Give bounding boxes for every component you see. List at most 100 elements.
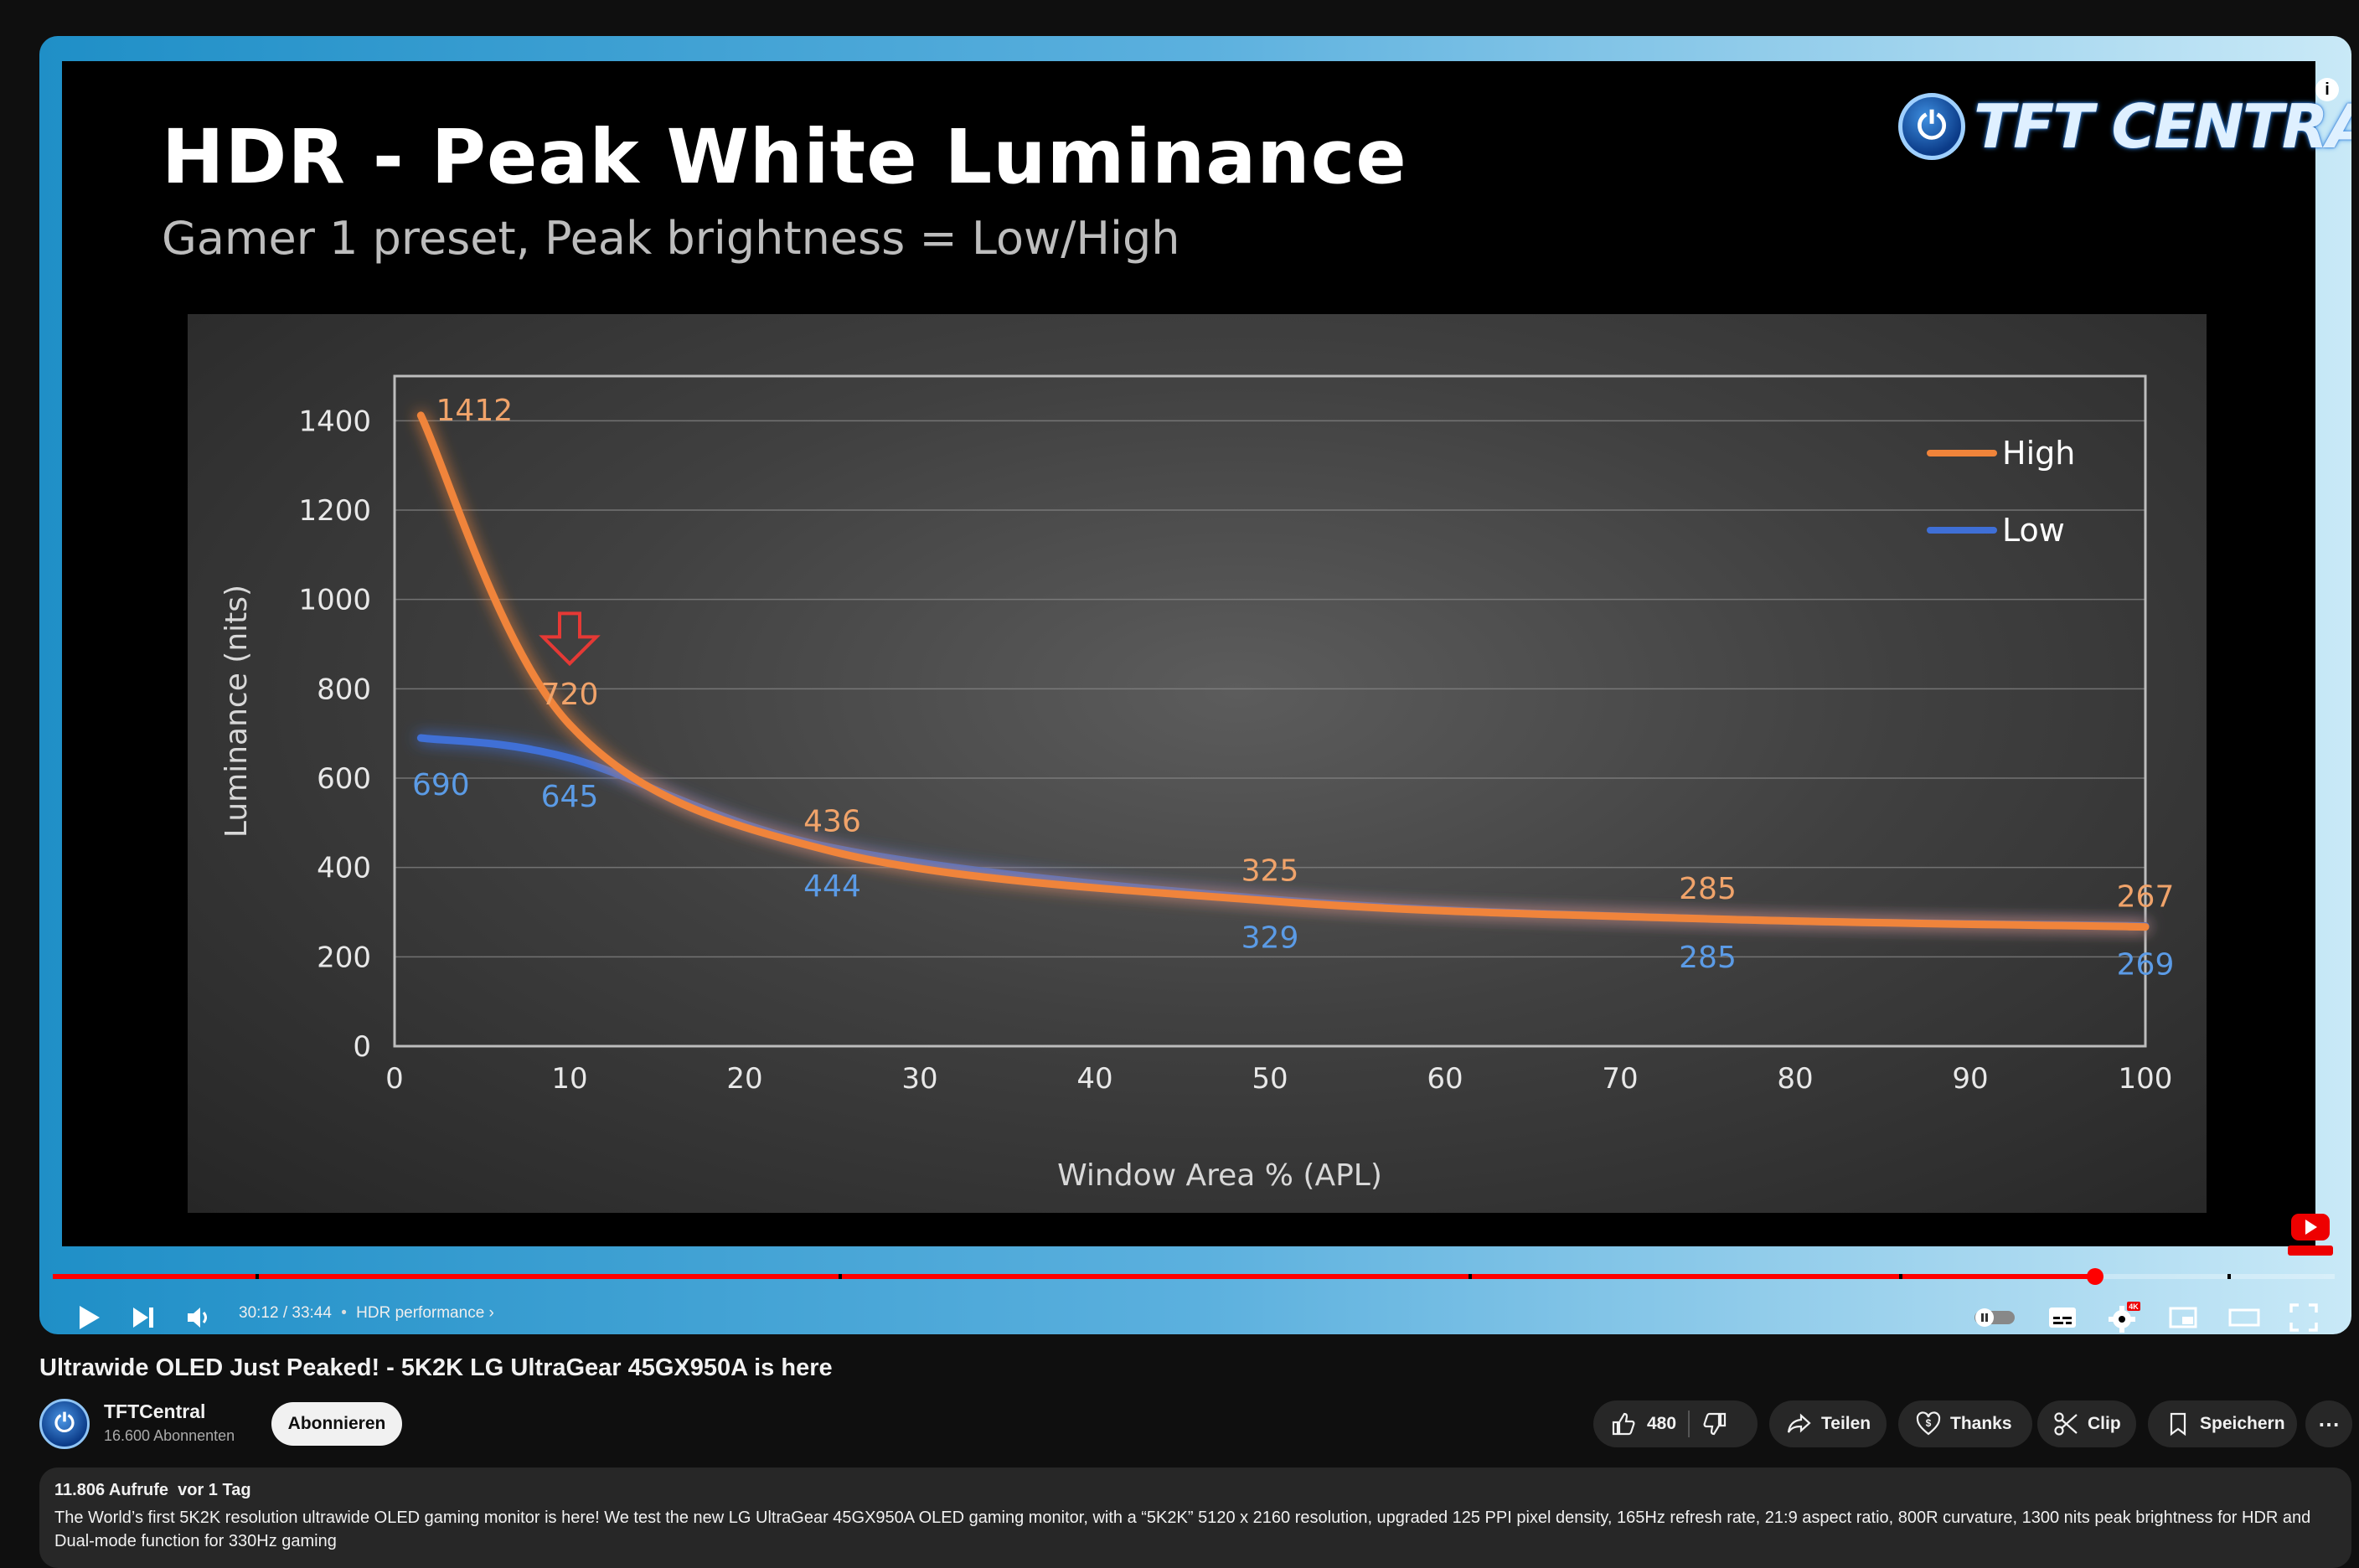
autoplay-toggle[interactable] [1973, 1292, 2016, 1334]
y-tick-label: 600 [317, 762, 371, 796]
info-icon[interactable]: i [2315, 78, 2339, 101]
luminance-chart: 0 200 400 600 800 1000 1200 1400 0 10 20 30 40 50 60 7… [188, 314, 2207, 1213]
progress-fill [53, 1274, 2095, 1279]
time-display: 30:12 / 33:44 • HDR performance › [239, 1304, 494, 1323]
more-icon: ⋯ [2318, 1411, 2340, 1436]
miniplayer-icon [2169, 1307, 2197, 1328]
scissors-icon [2054, 1412, 2078, 1436]
share-button[interactable]: Teilen [1769, 1400, 1887, 1447]
skip-next-icon [133, 1308, 153, 1328]
subscribe-watermark[interactable] [2288, 1209, 2333, 1259]
legend: High Low [1927, 435, 2075, 549]
chapter-marker [1469, 1274, 1472, 1279]
description-text: The World’s first 5K2K resolution ultraw… [54, 1509, 2311, 1550]
progress-bar[interactable] [53, 1274, 2335, 1279]
chapter-marker [839, 1274, 842, 1279]
data-label-high: 267 [2117, 880, 2175, 915]
quality-badge: 4K [2129, 1302, 2139, 1311]
share-label: Teilen [1821, 1414, 1871, 1433]
data-label-high: 325 [1241, 854, 1299, 889]
video-player[interactable]: HDR - Peak White Luminance Gamer 1 prese… [39, 36, 2351, 1334]
slide-title: HDR - Peak White Luminance [162, 113, 1407, 200]
channel-name[interactable]: TFTCentral [104, 1400, 206, 1422]
power-icon: ⏻ [54, 1410, 75, 1437]
like-button[interactable]: 480 [1610, 1411, 1676, 1437]
fullscreen-button[interactable] [2288, 1292, 2320, 1334]
miniplayer-button[interactable] [2167, 1292, 2199, 1334]
y-tick-label: 200 [317, 941, 371, 974]
x-tick-label: 40 [1076, 1062, 1112, 1096]
x-tick-label: 20 [726, 1062, 762, 1096]
x-tick-label: 100 [2119, 1062, 2173, 1096]
divider [1688, 1411, 1691, 1437]
y-tick-label: 1400 [298, 405, 371, 438]
svg-text:$: $ [1926, 1417, 1932, 1429]
y-tick-label: 1200 [298, 494, 371, 528]
heart-dollar-icon: $ [1916, 1411, 1941, 1436]
data-label-low: 645 [541, 780, 599, 814]
progress-scrubber[interactable] [2086, 1268, 2103, 1285]
x-axis-label: Window Area % (APL) [1057, 1158, 1382, 1193]
data-label-low: 329 [1241, 921, 1299, 956]
down-arrow-icon [539, 611, 601, 667]
power-icon: ⏻ [1898, 93, 1965, 160]
x-tick-label: 70 [1602, 1062, 1638, 1096]
more-actions-button[interactable]: ⋯ [2305, 1400, 2352, 1447]
gridlines [395, 420, 2145, 958]
y-tick-label: 400 [317, 852, 371, 885]
chapter-marker [256, 1274, 259, 1279]
chevron-right-icon: › [488, 1304, 494, 1322]
clip-button[interactable]: Clip [2037, 1400, 2136, 1447]
series-lines [416, 411, 2150, 931]
share-icon [1787, 1413, 1811, 1433]
save-label: Speichern [2200, 1414, 2285, 1433]
play-icon [80, 1306, 100, 1329]
dislike-button[interactable] [1701, 1411, 1728, 1437]
x-axis-ticks: 0 10 20 30 40 50 60 70 80 90 100 [385, 1062, 2172, 1096]
settings-button[interactable]: 4K [2107, 1292, 2140, 1334]
gear-icon: 4K [2109, 1302, 2140, 1333]
data-label-low: 444 [803, 869, 861, 904]
plot-frame [393, 374, 2147, 1048]
like-count: 480 [1647, 1414, 1677, 1433]
data-label-high: 1412 [436, 394, 514, 428]
volume-button[interactable] [183, 1292, 214, 1334]
x-tick-label: 60 [1427, 1062, 1463, 1096]
video-title: Ultrawide OLED Just Peaked! - 5K2K LG Ul… [39, 1354, 833, 1381]
subtitles-button[interactable] [2047, 1292, 2078, 1334]
x-tick-label: 0 [385, 1062, 404, 1096]
data-label-high: 285 [1679, 872, 1737, 906]
next-button[interactable] [126, 1292, 160, 1334]
clip-label: Clip [2088, 1414, 2121, 1433]
fullscreen-icon [2289, 1303, 2318, 1332]
chapter-title[interactable]: HDR performance [356, 1304, 485, 1322]
thumbs-up-icon [1612, 1412, 1635, 1436]
play-button[interactable] [71, 1292, 105, 1334]
theater-mode-button[interactable] [2227, 1292, 2261, 1334]
legend-label: Low [2002, 512, 2065, 549]
autoplay-icon [1974, 1308, 2015, 1327]
video-frame: HDR - Peak White Luminance Gamer 1 prese… [62, 61, 2351, 1246]
x-tick-label: 30 [901, 1062, 937, 1096]
x-tick-label: 50 [1252, 1062, 1288, 1096]
description-box[interactable]: 11.806 Aufrufe vor 1 Tag The World’s fir… [39, 1467, 2351, 1568]
chart-svg: 0 200 400 600 800 1000 1200 1400 0 10 20 30 40 50 60 7… [219, 374, 2174, 1193]
data-label-low: 285 [1679, 941, 1737, 975]
view-stats: 11.806 Aufrufe vor 1 Tag [54, 1481, 251, 1500]
data-label-high: 436 [803, 804, 861, 838]
time-current: 30:12 [239, 1304, 279, 1322]
data-label-low: 269 [2117, 948, 2175, 983]
arrow-annotation [539, 611, 601, 667]
player-controls: 30:12 / 33:44 • HDR performance › 4K [39, 1292, 2351, 1334]
y-axis-label: Luminance (nits) [219, 585, 254, 838]
series-line-low [416, 734, 2150, 931]
channel-avatar[interactable]: ⏻ [39, 1399, 90, 1449]
brand-text: TFT CENTRAL [1974, 91, 2351, 162]
thanks-button[interactable]: $ Thanks [1898, 1400, 2032, 1447]
subscribe-button[interactable]: Abonnieren [271, 1402, 402, 1446]
data-labels: 1412 720 436 325 285 267 690 645 444 329 285 269 [412, 394, 2174, 983]
y-tick-label: 0 [353, 1030, 371, 1064]
series-line-high [416, 411, 2150, 931]
data-label-high: 720 [541, 678, 599, 712]
save-button[interactable]: Speichern [2148, 1400, 2297, 1447]
